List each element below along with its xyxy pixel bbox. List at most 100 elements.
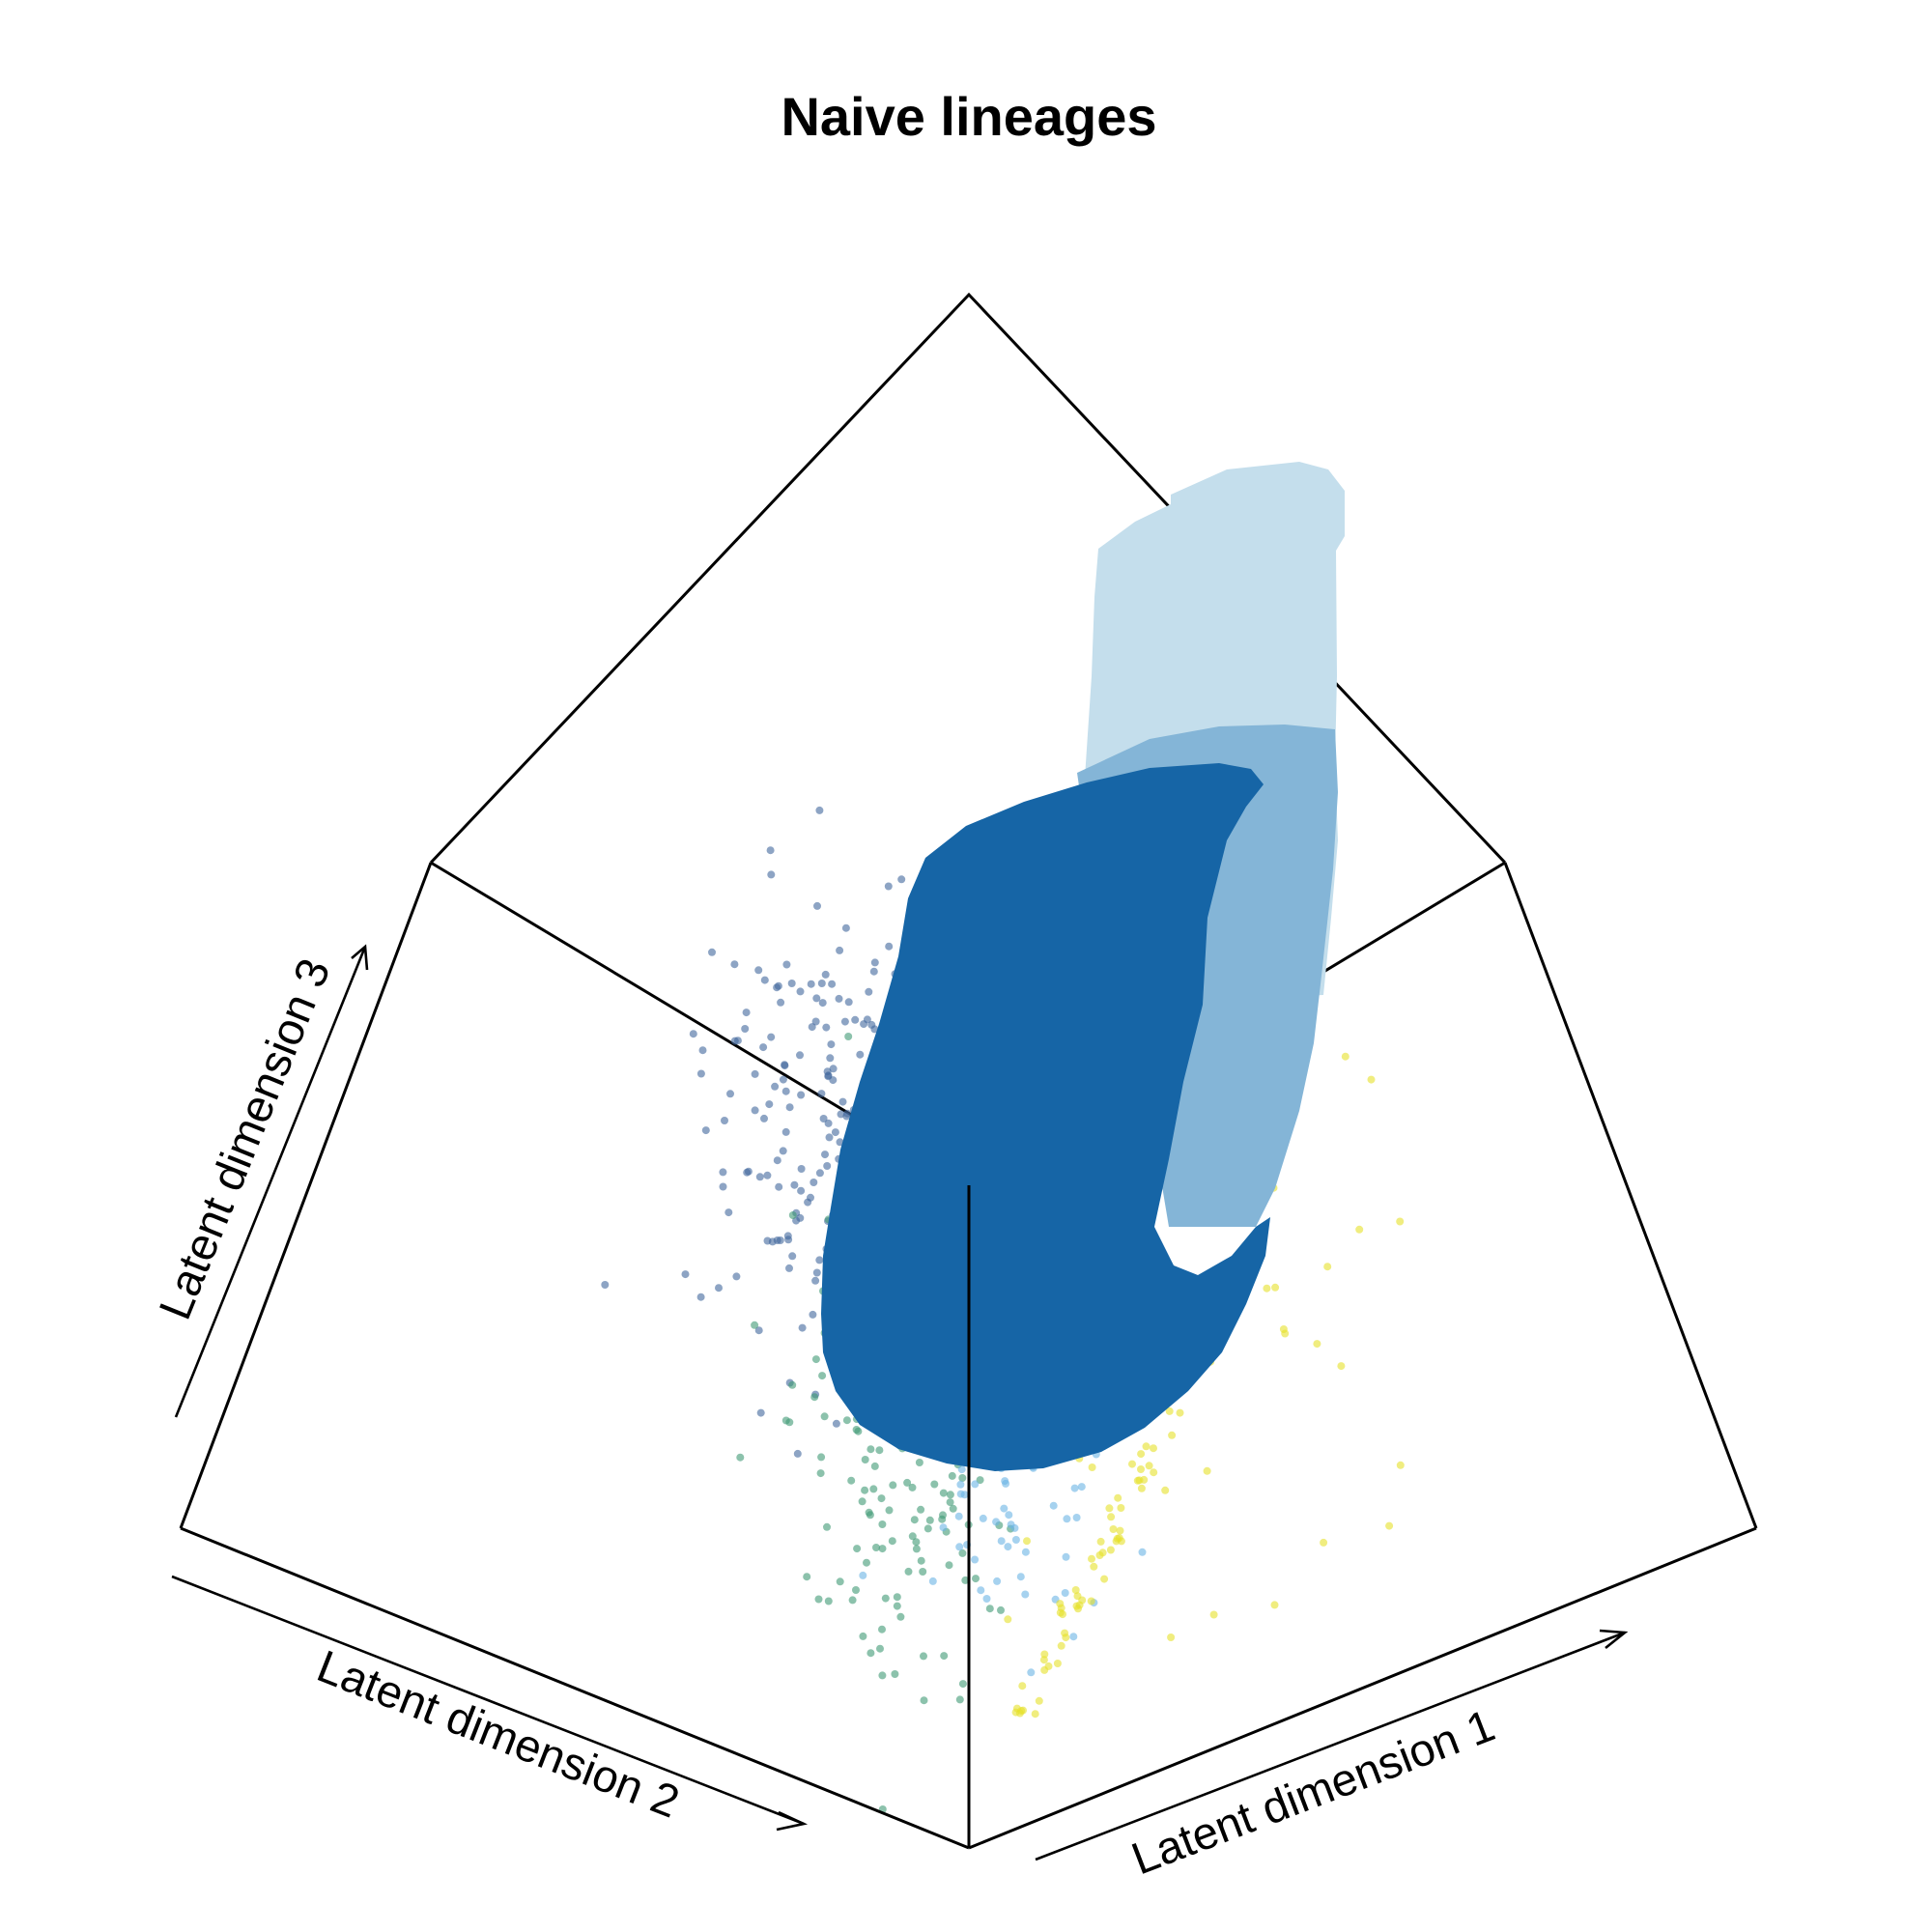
axis-label-dim3: Latent dimension 3	[149, 952, 340, 1326]
scatter-point	[1142, 1442, 1151, 1451]
scatter-point	[881, 1594, 890, 1603]
scatter-point	[870, 1462, 879, 1470]
scatter-point	[781, 1062, 789, 1070]
scatter-point	[852, 1426, 861, 1434]
scatter-point	[836, 1577, 844, 1586]
scatter-point	[865, 987, 873, 996]
scatter-point	[878, 1625, 886, 1634]
scatter-point	[1072, 1514, 1081, 1521]
scatter-point	[742, 1009, 751, 1017]
scatter-point	[946, 1498, 954, 1507]
scatter-point	[1027, 1668, 1036, 1677]
scatter-point	[915, 1459, 923, 1466]
scatter-point	[1004, 1543, 1012, 1551]
scatter-point	[889, 1481, 897, 1490]
scatter-point	[851, 1015, 860, 1024]
scatter-point	[744, 1167, 753, 1176]
scatter-point	[767, 870, 776, 879]
scatter-point	[815, 1256, 824, 1264]
scatter-point	[1031, 1710, 1039, 1719]
scatter-point	[908, 1532, 917, 1541]
scatter-point	[811, 1355, 820, 1364]
scatter-point	[1096, 1537, 1105, 1546]
axis-arrow-dim2	[171, 1575, 809, 1832]
scatter-point	[946, 1491, 954, 1499]
scatter-point	[1209, 1610, 1218, 1619]
scatter-point	[813, 901, 821, 910]
scatter-point	[1004, 1615, 1012, 1624]
scatter-point	[1367, 1075, 1376, 1084]
axis-arrow-dim3	[174, 944, 369, 1418]
scatter-point	[807, 980, 815, 988]
scatter-point	[1323, 1263, 1332, 1271]
scatter-point	[831, 1128, 839, 1137]
scatter-point	[1168, 1431, 1177, 1439]
scatter-point	[681, 1270, 690, 1279]
scatter-point	[1005, 1511, 1013, 1520]
scatter-point	[781, 1127, 790, 1136]
box-edge-bottom-right	[968, 1526, 1757, 1850]
scatter-point	[1016, 1573, 1025, 1581]
axis-label-dim1: Latent dimension 1	[1124, 1699, 1501, 1885]
scatter-point	[842, 1112, 851, 1121]
scatter-point	[1072, 1602, 1081, 1610]
scatter-point	[912, 1538, 921, 1547]
box-top-edges	[429, 292, 1507, 865]
scatter-point	[859, 1632, 867, 1640]
scatter-point	[810, 1393, 819, 1402]
scatter-point	[796, 987, 805, 996]
scatter-point	[925, 1516, 934, 1524]
scatter-point	[945, 1561, 953, 1570]
scatter-point	[1021, 1548, 1030, 1556]
scatter-point	[1002, 1479, 1010, 1488]
scatter-point	[715, 1284, 723, 1293]
scatter-point	[960, 1491, 969, 1499]
scatter-point	[726, 1090, 734, 1098]
scatter-point	[1109, 1525, 1118, 1533]
scatter-point	[1385, 1521, 1394, 1530]
scatter-point	[788, 1211, 797, 1219]
scatter-point	[817, 1090, 826, 1098]
scatter-point	[836, 1138, 844, 1147]
scatter-point	[1396, 1461, 1405, 1469]
scatter-point	[821, 970, 830, 979]
scatter-point	[1057, 1641, 1065, 1650]
scatter-point	[861, 1486, 869, 1494]
scatter-point	[1078, 1596, 1087, 1605]
scatter-point	[777, 998, 785, 1007]
scatter-point	[781, 1087, 790, 1095]
scatter-point	[797, 1165, 806, 1173]
scatter-point	[917, 1505, 925, 1514]
scatter-point	[1057, 1604, 1065, 1612]
scatter-point	[754, 1326, 763, 1335]
scatter-point	[1150, 1468, 1158, 1477]
scatter-point	[1137, 1450, 1146, 1459]
scatter-point	[917, 1556, 925, 1565]
scatter-point	[1100, 1575, 1109, 1583]
scatter-point	[847, 1476, 856, 1485]
scatter-point	[923, 1524, 932, 1533]
scatter-point	[888, 1537, 896, 1546]
scatter-point	[904, 1567, 913, 1576]
scatter-point	[835, 994, 843, 1003]
scatter-point	[1021, 1590, 1030, 1599]
scatter-point	[1017, 1707, 1026, 1716]
scatter-point	[958, 1474, 967, 1482]
scatter-point	[815, 806, 824, 814]
scatter-point	[870, 958, 879, 967]
scatter-point	[876, 1644, 884, 1653]
scatter-point	[838, 1097, 847, 1106]
scatter-point	[736, 1453, 745, 1462]
scatter-point	[823, 1162, 832, 1170]
scatter-point	[903, 1478, 912, 1487]
scatter-point	[817, 1453, 826, 1462]
scatter-point	[1061, 1589, 1069, 1597]
scatter-point	[781, 1416, 790, 1425]
scatter-point	[920, 1696, 928, 1705]
scatter-point	[756, 1408, 765, 1417]
scatter-point	[863, 1558, 870, 1567]
scatter-point	[732, 1272, 741, 1281]
axis-arrows	[171, 944, 1629, 1861]
scatter-point	[885, 942, 894, 951]
